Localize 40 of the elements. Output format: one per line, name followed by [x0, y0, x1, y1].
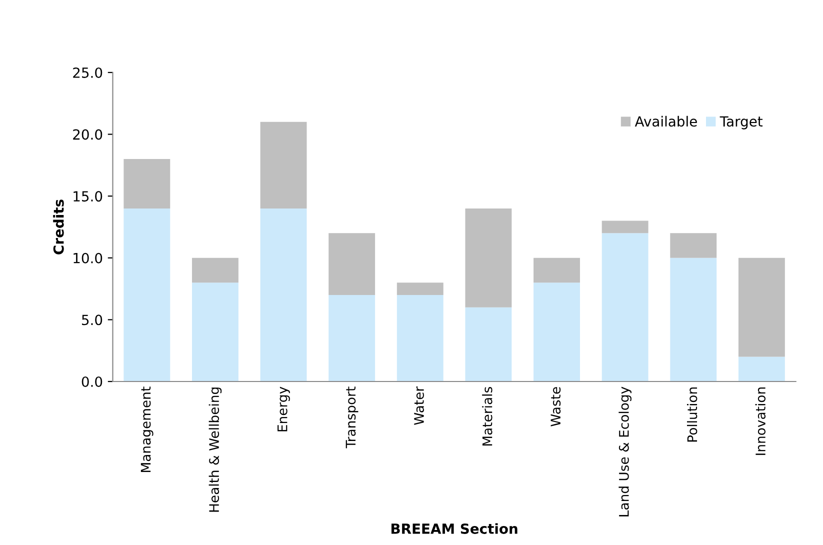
- bar: [396, 282, 444, 295]
- bar: [465, 307, 512, 382]
- x-axis-title: BREEAM Section: [392, 523, 518, 534]
- legend-label: Available: [634, 116, 697, 127]
- x-tick-label: Materials: [482, 387, 492, 446]
- bar: [670, 258, 717, 382]
- x-tick-label: Waste: [550, 387, 561, 426]
- bar: [328, 233, 376, 295]
- bar: [260, 208, 307, 382]
- bar: [192, 282, 238, 382]
- y-axis-title: Credits: [53, 200, 64, 254]
- bar: [328, 294, 376, 382]
- x-tick-label: Health & Wellbeing: [208, 388, 222, 512]
- y-tick-label: 25.0: [73, 67, 102, 78]
- bar: [670, 233, 717, 258]
- x-tick-label: Energy: [278, 386, 290, 432]
- bar: [124, 159, 170, 208]
- bar: [465, 208, 512, 308]
- x-tick-label: Water: [414, 386, 424, 425]
- legend-label: Target: [720, 116, 763, 130]
- x-tick-label: Management: [140, 386, 154, 472]
- x-tick-label: Innovation: [755, 387, 766, 455]
- bar: [124, 208, 170, 382]
- bar: [738, 258, 785, 357]
- x-tick-label: Transport: [346, 386, 358, 448]
- y-tick-label: 20.0: [73, 129, 102, 140]
- bar: [738, 356, 785, 382]
- bar: [534, 258, 580, 283]
- bar: [534, 282, 580, 382]
- bar: [602, 220, 648, 234]
- x-tick-label: Pollution: [686, 387, 698, 442]
- y-tick-label: 5.0: [82, 314, 102, 326]
- y-tick-label: 0.0: [82, 376, 102, 387]
- x-tick-label: Land Use & Ecology: [618, 386, 632, 516]
- bar: [192, 258, 238, 283]
- bar: [260, 122, 307, 208]
- bar: [396, 294, 444, 382]
- bar: [602, 233, 648, 382]
- y-tick-label: 15.0: [74, 191, 102, 202]
- y-tick-label: 10.0: [74, 252, 102, 264]
